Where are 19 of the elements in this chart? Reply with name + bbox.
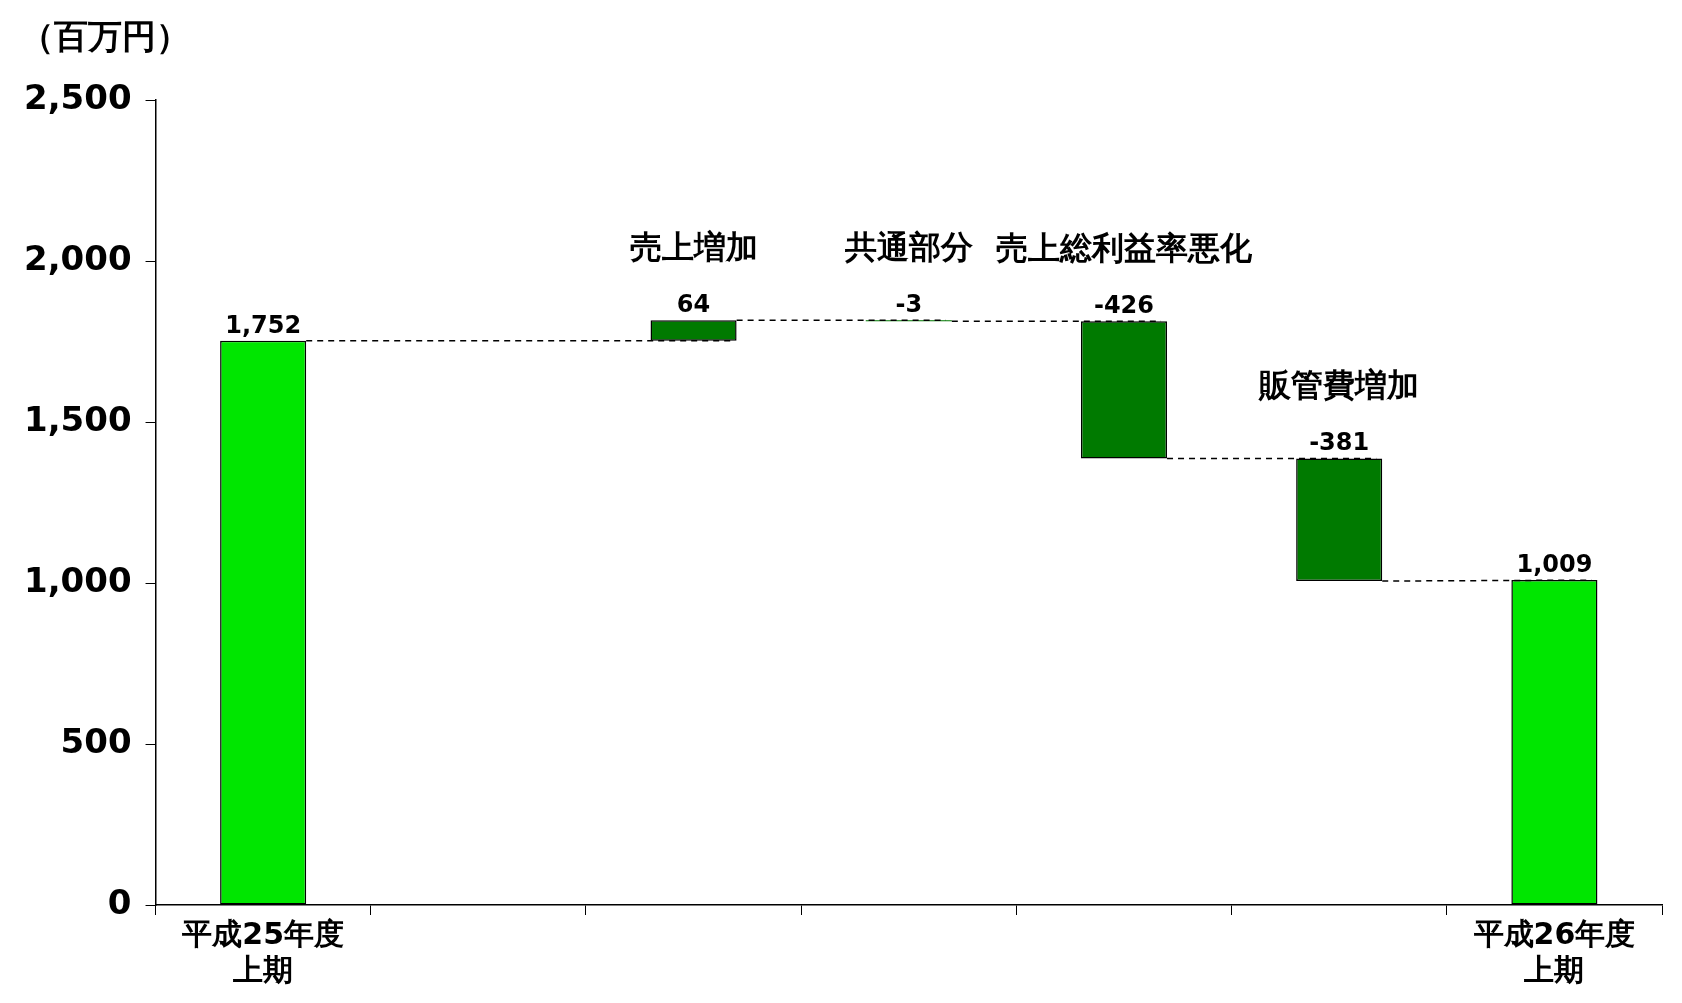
- data-label: 1,009: [1516, 550, 1593, 579]
- x-tick-label: 売上増加: [629, 228, 758, 267]
- y-tick-label: 2,000: [24, 237, 132, 278]
- x-tick-label: 売上総利益率悪化: [995, 229, 1253, 268]
- data-label: -3: [895, 290, 923, 319]
- x-tick-label: 平成25年度上期: [181, 915, 345, 987]
- y-axis-title: （百万円）: [20, 15, 190, 58]
- y-tick-label: 1,500: [24, 398, 132, 439]
- data-label: 1,752: [225, 310, 302, 339]
- x-tick-label: 販管費増加: [1258, 366, 1420, 405]
- y-tick-label: 0: [107, 881, 132, 922]
- data-label: 64: [676, 290, 711, 319]
- y-tick-label: 500: [60, 720, 132, 761]
- data-label: -381: [1309, 428, 1370, 457]
- x-tick-label: 平成26年度上期: [1472, 915, 1636, 987]
- x-tick-label: 共通部分: [843, 228, 973, 267]
- y-tick-label: 2,500: [24, 76, 132, 117]
- data-label: -426: [1093, 291, 1155, 320]
- y-tick-label: 1,000: [24, 559, 132, 600]
